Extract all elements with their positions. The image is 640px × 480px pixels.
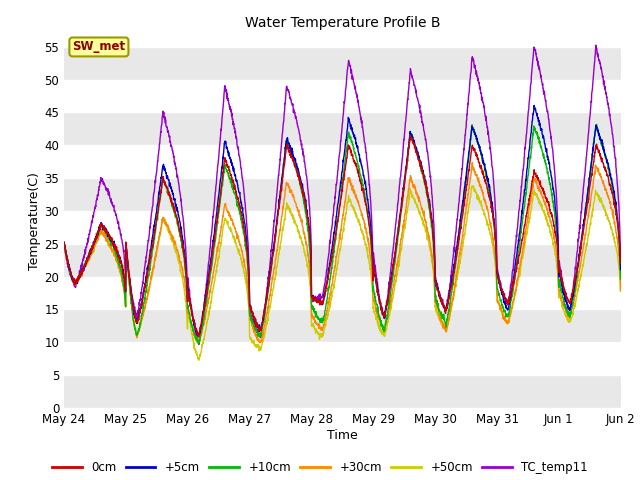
Y-axis label: Temperature(C): Temperature(C) <box>29 172 42 270</box>
X-axis label: Time: Time <box>327 429 358 442</box>
Bar <box>64 310 621 342</box>
Bar <box>64 375 621 408</box>
Legend: 0cm, +5cm, +10cm, +30cm, +50cm, TC_temp11: 0cm, +5cm, +10cm, +30cm, +50cm, TC_temp1… <box>52 461 588 474</box>
Bar <box>64 47 621 80</box>
Bar <box>64 244 621 276</box>
Bar <box>64 178 621 211</box>
Title: Water Temperature Profile B: Water Temperature Profile B <box>244 16 440 30</box>
Bar <box>64 112 621 145</box>
Text: SW_met: SW_met <box>72 40 125 53</box>
